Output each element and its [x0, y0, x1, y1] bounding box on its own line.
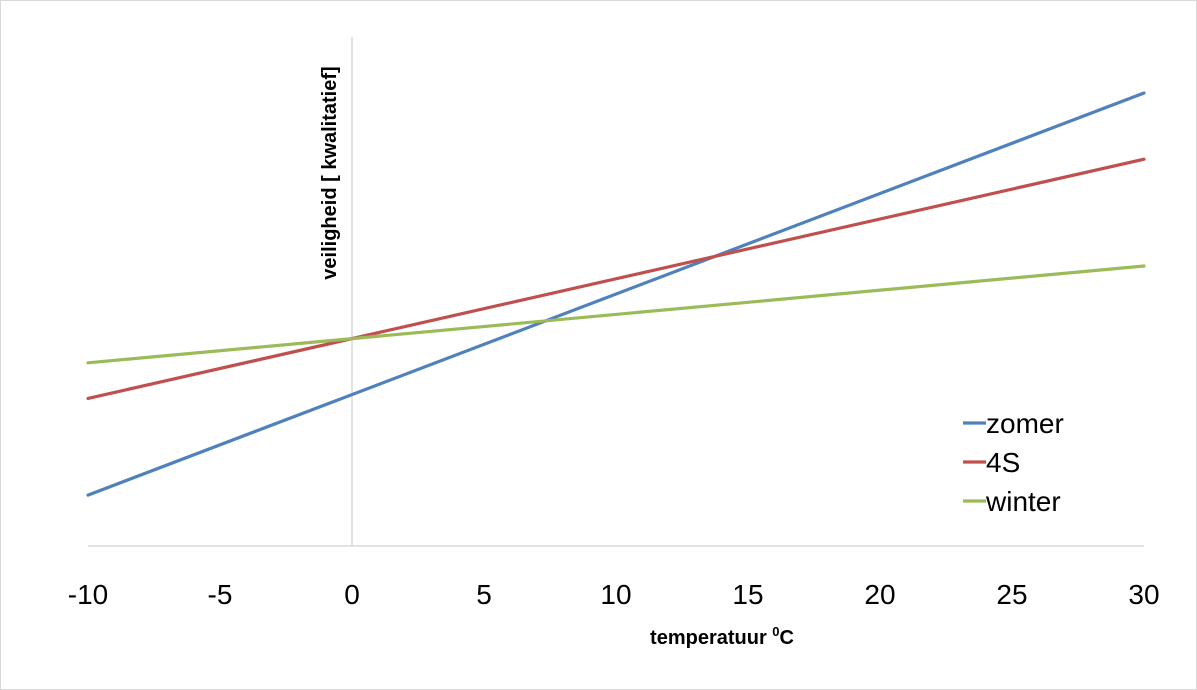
x-axis-title-superscript: 0: [772, 624, 779, 639]
x-tick-label: 15: [732, 579, 763, 610]
series-line-winter: [86, 264, 1146, 365]
series-line-zomer: [86, 91, 1146, 497]
x-tick-label: 5: [476, 579, 492, 610]
x-axis-title: temperatuur 0C: [650, 624, 794, 649]
x-axis-title-label: temperatuur: [650, 627, 772, 649]
y-axis-title: veiligheid [ kwalitatief]: [319, 66, 341, 279]
legend-label-4s: 4S: [986, 447, 1020, 478]
series-line-4s: [86, 157, 1146, 400]
axes-layer: [88, 37, 1144, 547]
x-tick-label: -10: [68, 579, 108, 610]
legend-label-zomer: zomer: [986, 408, 1064, 439]
legend-label-winter: winter: [985, 486, 1061, 517]
x-tick-label: 25: [996, 579, 1027, 610]
x-tick-label: 10: [600, 579, 631, 610]
x-tick-label: 0: [344, 579, 360, 610]
legend: zomer 4S winter: [963, 408, 1064, 517]
x-axis-title-unit: C: [780, 627, 794, 649]
series-layer: [86, 91, 1146, 497]
x-tick-label: 20: [864, 579, 895, 610]
x-tick-label: 30: [1128, 579, 1159, 610]
x-tick-label: -5: [208, 579, 233, 610]
x-tick-labels: -10 -5 0 5 10 15 20 25 30: [68, 579, 1160, 610]
